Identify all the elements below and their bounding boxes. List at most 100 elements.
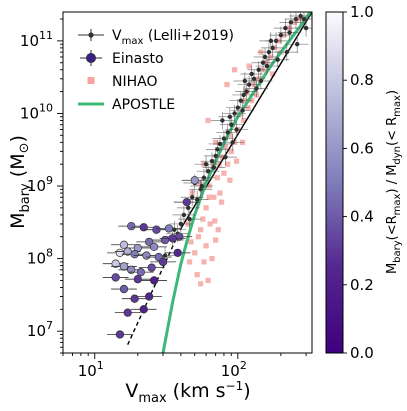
y-tick-label: 109 [27, 174, 53, 195]
nihao-point [194, 272, 200, 278]
nihao-point [241, 117, 247, 124]
colorbar-label: Mbary(<Rmax) / Mdyn(< Rmax) [385, 90, 403, 274]
einasto-point [144, 292, 154, 301]
lelli-point [215, 147, 220, 152]
lelli-point [275, 57, 280, 62]
einasto-point [152, 225, 161, 234]
y-tick-label: 108 [27, 247, 53, 268]
nihao-point [221, 170, 227, 176]
plot-area: 107 108 109 1010 1011 101 102 [20, 11, 313, 380]
nihao-point [198, 227, 204, 233]
x-tick-label: 102 [221, 359, 247, 380]
lelli-point [217, 141, 223, 147]
einasto-point [164, 224, 174, 233]
lelli-point [262, 54, 268, 60]
lelli-point [241, 92, 246, 98]
lelli-point [225, 130, 230, 135]
einasto-point [123, 308, 132, 317]
lelli-point [246, 82, 252, 87]
lelli-point [283, 25, 288, 31]
nihao-point [233, 158, 240, 164]
einasto-point [190, 176, 199, 185]
lelli-point [303, 25, 309, 31]
nihao-point [217, 190, 223, 196]
nihao-point [205, 117, 211, 124]
fit-extrapolation-line [127, 228, 182, 345]
data-layer [102, 12, 312, 353]
svg-text:APOSTLE: APOSTLE [112, 97, 175, 113]
einasto-point [149, 242, 159, 252]
y-tick-label: 1011 [20, 29, 53, 50]
legend: Vmax (Lelli+2019) Einasto NIHAO APOSTLE [78, 28, 234, 113]
lelli-point [234, 127, 239, 132]
svg-text:NIHAO: NIHAO [112, 74, 157, 90]
einasto-point [119, 240, 129, 249]
legend-entry-lelli: Vmax (Lelli+2019) [78, 28, 234, 47]
nihao-point [227, 132, 233, 138]
lelli-point [260, 60, 266, 65]
nihao-point [215, 227, 221, 233]
nihao-point [192, 250, 198, 256]
lelli-point [264, 63, 270, 69]
colorbar-tick-label: 0.2 [350, 276, 374, 294]
lelli-point [190, 195, 195, 200]
einasto-point [133, 275, 142, 284]
nihao-point [206, 194, 212, 200]
nihao-point [203, 243, 209, 249]
nihao-point [200, 216, 206, 222]
nihao-point [214, 175, 221, 181]
einasto-point [127, 221, 136, 231]
einasto-point [168, 234, 177, 243]
lelli-point [298, 13, 303, 19]
einasto-point [119, 284, 129, 294]
nihao-point [218, 199, 225, 205]
einasto-point [119, 262, 129, 271]
plot-frame [62, 11, 313, 354]
lelli-point [230, 140, 235, 145]
lelli-point [235, 105, 241, 110]
einasto-point [115, 330, 125, 339]
lelli-point [278, 32, 284, 38]
nihao-point [212, 218, 218, 224]
lelli-point [284, 49, 290, 55]
nihao-point [205, 277, 211, 284]
legend-entry-einasto: Einasto [80, 50, 164, 67]
einasto-point [149, 276, 159, 285]
series-lelli [153, 12, 312, 265]
nihao-point [228, 148, 234, 154]
lelli-point [256, 67, 261, 72]
einasto-point [142, 251, 151, 260]
lelli-point [205, 169, 211, 174]
einasto-point [158, 257, 168, 267]
einasto-point [139, 223, 148, 232]
lelli-point [249, 71, 254, 77]
svg-text:Mbary (M⊙): Mbary (M⊙) [7, 135, 33, 229]
lelli-point [266, 49, 272, 55]
colorbar-tick-label: 0.0 [350, 344, 374, 362]
nihao-point [186, 259, 193, 265]
legend-entry-nihao: NIHAO [87, 74, 157, 90]
lelli-point [254, 86, 259, 91]
einasto-point [144, 237, 154, 247]
nihao-point [246, 63, 252, 69]
colorbar-tick-label: 0.8 [350, 71, 374, 89]
nihao-point [211, 194, 217, 200]
lelli-point [220, 118, 225, 123]
lelli-point [251, 76, 257, 82]
lelli-point [270, 45, 275, 51]
einasto-point [111, 259, 120, 268]
lelli-point [244, 89, 249, 94]
x-tick-label: 101 [78, 359, 104, 380]
lelli-point [242, 78, 248, 84]
einasto-point [173, 248, 182, 257]
colorbar-gradient [325, 11, 344, 354]
colorbar-ticks: 0.0 0.2 0.4 0.6 0.8 1.0 [343, 3, 374, 362]
einasto-point [139, 305, 148, 314]
nihao-point [213, 237, 219, 243]
legend-entry-apostle: APOSTLE [78, 97, 175, 113]
lelli-point [203, 161, 209, 167]
lelli-point [185, 205, 191, 211]
einasto-point [160, 235, 170, 245]
colorbar-tick-label: 0.4 [350, 208, 374, 226]
